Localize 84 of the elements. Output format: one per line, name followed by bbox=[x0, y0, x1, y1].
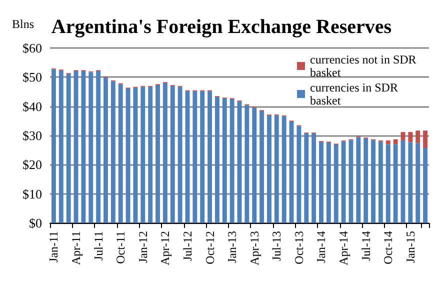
x-tick-label: Jan-13 bbox=[225, 231, 240, 263]
bar bbox=[192, 91, 198, 223]
bar bbox=[393, 139, 398, 144]
bar bbox=[230, 99, 234, 223]
x-tick-label: Oct-14 bbox=[381, 231, 396, 264]
bar bbox=[423, 130, 428, 148]
bar bbox=[110, 81, 116, 223]
bar bbox=[170, 86, 175, 223]
x-tick-label: Jul-12 bbox=[180, 231, 194, 261]
bar bbox=[423, 148, 428, 223]
x-tick-label: Jul-13 bbox=[270, 231, 284, 261]
bar bbox=[319, 142, 324, 223]
y-tick-label: $10 bbox=[22, 186, 42, 202]
bar bbox=[133, 88, 138, 223]
bar bbox=[341, 141, 346, 223]
bar bbox=[312, 133, 316, 223]
legend-label: currencies in SDR basket bbox=[310, 80, 401, 108]
bar bbox=[81, 71, 86, 223]
y-tick-label: $20 bbox=[22, 157, 42, 172]
bar bbox=[260, 111, 264, 223]
bar bbox=[289, 122, 294, 223]
y-tick-label: $60 bbox=[22, 40, 42, 56]
bar bbox=[334, 144, 338, 223]
bar bbox=[378, 142, 383, 223]
bar bbox=[282, 116, 286, 223]
bar bbox=[200, 91, 205, 223]
bar bbox=[408, 142, 413, 223]
x-tick-label: Apr-13 bbox=[247, 231, 262, 266]
x-tick-label: Jan-12 bbox=[136, 231, 150, 263]
bar bbox=[408, 132, 413, 142]
bar bbox=[266, 115, 272, 223]
bar bbox=[244, 105, 250, 223]
y-tick-label: $0 bbox=[29, 216, 42, 230]
bar bbox=[371, 140, 376, 223]
bar bbox=[356, 137, 361, 223]
bar bbox=[416, 130, 420, 144]
bar bbox=[156, 85, 160, 223]
y-tick-label: $50 bbox=[22, 70, 42, 85]
bar bbox=[140, 86, 146, 223]
x-tick-label: Jan-14 bbox=[314, 231, 328, 263]
y-tick-label: $40 bbox=[22, 98, 42, 114]
bar bbox=[58, 70, 64, 223]
bar bbox=[118, 84, 123, 223]
bar bbox=[400, 132, 406, 140]
x-tick-label: Jul-14 bbox=[358, 231, 373, 261]
x-tick-label: Apr-11 bbox=[69, 231, 84, 265]
x-tick-label: Oct-13 bbox=[292, 231, 306, 264]
bar bbox=[386, 144, 390, 223]
bar bbox=[348, 140, 354, 223]
bar bbox=[178, 86, 182, 223]
bar bbox=[148, 86, 153, 223]
x-tick-label: Jan-11 bbox=[46, 231, 61, 263]
bar bbox=[96, 71, 101, 223]
x-tick-label: Apr-14 bbox=[336, 231, 351, 266]
bar bbox=[296, 126, 302, 223]
x-tick-label: Oct-12 bbox=[202, 231, 217, 264]
bar bbox=[222, 98, 227, 223]
bar bbox=[51, 69, 56, 223]
bar bbox=[393, 144, 398, 223]
bar bbox=[66, 74, 71, 223]
bar bbox=[74, 71, 78, 223]
bar bbox=[364, 138, 368, 223]
x-tick-label: Apr-12 bbox=[158, 231, 172, 266]
y-axis-title: Blns bbox=[12, 17, 34, 31]
bar bbox=[400, 140, 406, 223]
bar bbox=[237, 101, 242, 223]
y-tick-label: $30 bbox=[22, 128, 42, 143]
bar bbox=[88, 72, 94, 223]
bar bbox=[126, 88, 130, 223]
bar bbox=[162, 83, 168, 223]
x-tick-label: Oct-11 bbox=[114, 231, 128, 264]
bar bbox=[252, 108, 257, 223]
bar bbox=[185, 91, 190, 223]
x-tick-label: Jan-15 bbox=[403, 231, 418, 263]
bar bbox=[104, 77, 108, 223]
bar bbox=[416, 143, 420, 223]
bar bbox=[386, 140, 390, 144]
bar bbox=[304, 133, 309, 223]
x-tick-label: Jul-11 bbox=[91, 231, 106, 261]
bar bbox=[208, 91, 212, 223]
bar bbox=[214, 97, 220, 223]
bar bbox=[326, 142, 331, 223]
chart-title: Argentina's Foreign Exchange Reserves bbox=[51, 16, 392, 38]
bar bbox=[274, 115, 279, 223]
